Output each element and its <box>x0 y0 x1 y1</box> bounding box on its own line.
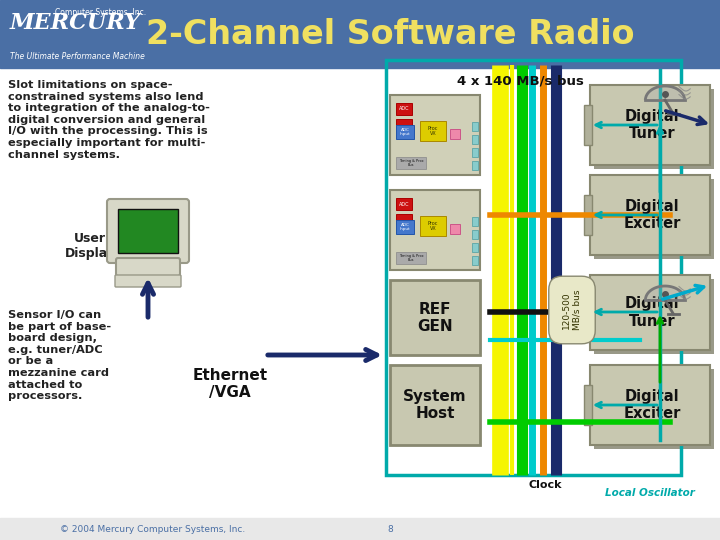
Text: Local Oscillator: Local Oscillator <box>605 488 695 498</box>
Text: The Ultimate Performance Machine: The Ultimate Performance Machine <box>10 52 145 61</box>
Bar <box>118 209 178 253</box>
Bar <box>386 60 681 475</box>
Bar <box>390 190 480 270</box>
Bar <box>590 275 710 350</box>
Text: ADC
Input: ADC Input <box>400 222 410 231</box>
Bar <box>472 256 478 265</box>
Bar <box>584 195 592 235</box>
Bar <box>590 85 710 165</box>
Text: 8: 8 <box>387 524 393 534</box>
Text: Ethernet
/VGA: Ethernet /VGA <box>192 368 268 400</box>
Bar <box>594 369 714 449</box>
Text: ADC: ADC <box>399 106 409 111</box>
Bar <box>594 279 714 354</box>
Bar <box>396 157 426 169</box>
Bar <box>0 518 720 540</box>
Bar <box>472 243 478 252</box>
Text: 120-500
MB/s bus: 120-500 MB/s bus <box>562 290 582 330</box>
Bar <box>420 216 446 236</box>
Text: © 2004 Mercury Computer Systems, Inc.: © 2004 Mercury Computer Systems, Inc. <box>60 524 246 534</box>
Bar <box>420 121 446 141</box>
Text: MERCURY: MERCURY <box>10 12 141 34</box>
Text: User
Display: User Display <box>65 232 115 260</box>
Bar <box>590 175 710 255</box>
Text: ADC: ADC <box>399 201 409 206</box>
Bar <box>450 224 460 234</box>
Bar <box>390 280 480 355</box>
Bar <box>396 252 426 264</box>
Bar <box>390 365 480 445</box>
Bar <box>584 385 592 425</box>
Bar <box>472 148 478 157</box>
Bar <box>584 295 592 332</box>
Bar <box>396 198 412 210</box>
Text: Proc
VX: Proc VX <box>428 126 438 137</box>
Text: Proc
VX: Proc VX <box>428 221 438 232</box>
Text: 2-Channel Software Radio: 2-Channel Software Radio <box>145 18 634 51</box>
Bar <box>396 220 414 234</box>
FancyBboxPatch shape <box>115 275 181 287</box>
FancyBboxPatch shape <box>116 258 180 276</box>
Bar <box>472 217 478 226</box>
Text: Sensor I/O can
be part of base-
board design,
e.g. tuner/ADC
or be a
mezzanine c: Sensor I/O can be part of base- board de… <box>8 310 111 401</box>
Bar <box>396 119 412 129</box>
FancyBboxPatch shape <box>107 199 189 263</box>
Text: Digital
Tuner: Digital Tuner <box>625 296 679 329</box>
Bar <box>390 95 480 175</box>
Text: Timing & Proc
Bus: Timing & Proc Bus <box>399 159 423 167</box>
Bar <box>472 230 478 239</box>
Bar <box>594 89 714 169</box>
Bar <box>450 129 460 139</box>
Text: Computer Systems, Inc.: Computer Systems, Inc. <box>55 8 146 17</box>
Text: System
Host: System Host <box>403 389 467 421</box>
Bar <box>594 179 714 259</box>
Bar <box>0 0 720 68</box>
Text: Clock: Clock <box>528 480 562 490</box>
Text: Digital
Tuner: Digital Tuner <box>625 109 679 141</box>
Bar <box>472 122 478 131</box>
Text: Slot limitations on space-
constrained systems also lend
to integration of the a: Slot limitations on space- constrained s… <box>8 80 210 160</box>
Bar <box>590 365 710 445</box>
Bar <box>396 103 412 115</box>
Text: REF
GEN: REF GEN <box>417 302 453 334</box>
Bar <box>472 161 478 170</box>
Text: Digital
Exciter: Digital Exciter <box>624 389 680 421</box>
Bar <box>396 214 412 224</box>
Text: ADC
Input: ADC Input <box>400 127 410 136</box>
Text: Digital
Exciter: Digital Exciter <box>624 199 680 231</box>
Text: Timing & Proc
Bus: Timing & Proc Bus <box>399 254 423 262</box>
Bar <box>472 135 478 144</box>
Text: 4 x 140 MB/s bus: 4 x 140 MB/s bus <box>456 75 583 88</box>
Bar <box>396 125 414 139</box>
Bar <box>584 105 592 145</box>
